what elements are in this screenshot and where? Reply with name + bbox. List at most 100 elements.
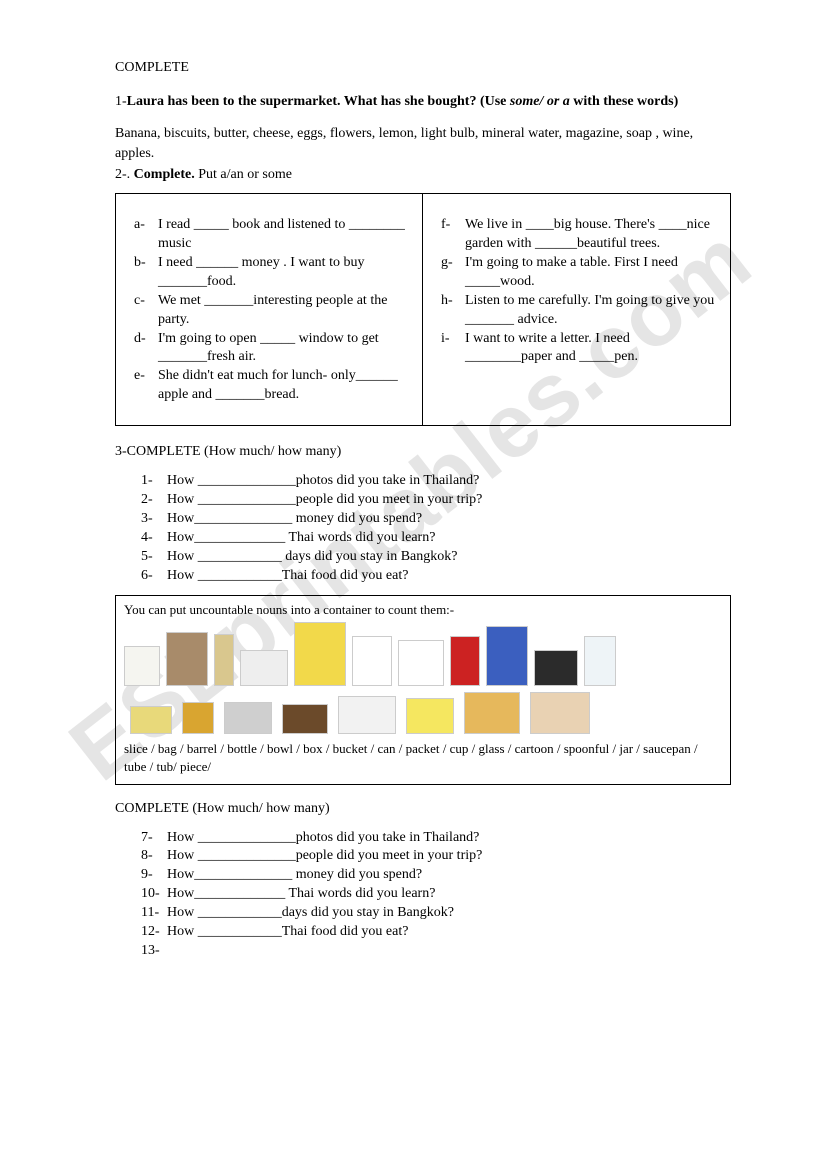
pipe-icon xyxy=(282,704,328,734)
item-marker: 7- xyxy=(141,829,167,848)
item-text: How ______________photos did you take in… xyxy=(167,472,731,491)
item-marker: 5- xyxy=(141,548,167,567)
item-text: How ______________photos did you take in… xyxy=(167,829,731,848)
item-text: I read _____ book and listened to ______… xyxy=(158,216,410,254)
item-text: Listen to me carefully. I'm going to giv… xyxy=(465,292,718,330)
item-marker: 3- xyxy=(141,510,167,529)
item-text: How ____________Thai food did you eat? xyxy=(167,923,731,942)
item-marker: f- xyxy=(435,216,465,254)
question-4-list: 7-How ______________photos did you take … xyxy=(115,829,731,961)
glass-icon xyxy=(584,636,616,686)
item-text: How ____________days did you stay in Ban… xyxy=(167,904,731,923)
icon-row-1 xyxy=(124,622,722,686)
list-item: 13- xyxy=(141,942,731,961)
icon-row-2 xyxy=(130,692,722,734)
money-bag-icon xyxy=(124,646,160,686)
milk-carton-icon xyxy=(486,626,528,686)
container-caption: You can put uncountable nouns into a con… xyxy=(124,602,722,618)
right-column: f-We live in ____big house. There's ____… xyxy=(423,194,730,425)
container-word-list: slice / bag / barrel / bottle / bowl / b… xyxy=(124,740,722,775)
item-text: How______________ money did you spend? xyxy=(167,866,731,885)
page-title: COMPLETE xyxy=(115,60,731,76)
list-item: 9-How______________ money did you spend? xyxy=(141,866,731,885)
saucepan-icon xyxy=(224,702,272,734)
question-1: 1-Laura has been to the supermarket. Wha… xyxy=(115,94,731,110)
list-item: 6-How ____________Thai food did you eat? xyxy=(141,567,731,586)
question-4-title: COMPLETE (How much/ how many) xyxy=(115,801,731,817)
list-item: 8-How ______________people did you meet … xyxy=(141,847,731,866)
list-item: 2-How ______________people did you meet … xyxy=(141,491,731,510)
item-marker: a- xyxy=(128,216,158,254)
left-column: a-I read _____ book and listened to ____… xyxy=(116,194,423,425)
item-marker: 4- xyxy=(141,529,167,548)
item-marker: 2- xyxy=(141,491,167,510)
item-marker: 8- xyxy=(141,847,167,866)
q1-prefix: 1- xyxy=(115,94,127,109)
list-item: h-Listen to me carefully. I'm going to g… xyxy=(435,292,718,330)
item-text xyxy=(167,942,731,961)
q1-bold-a: Laura has been to the supermarket. What … xyxy=(127,94,510,109)
item-marker: 10- xyxy=(141,885,167,904)
q2-rest: Put a/an or some xyxy=(195,167,292,182)
item-marker: 6- xyxy=(141,567,167,586)
honey-jar-icon xyxy=(182,702,214,734)
item-text: How______________ money did you spend? xyxy=(167,510,731,529)
item-text: She didn't eat much for lunch- only_____… xyxy=(158,367,410,405)
pizza-slice-icon xyxy=(464,692,520,734)
item-marker: 1- xyxy=(141,472,167,491)
q1-italic: some/ or a xyxy=(510,94,573,109)
cornflakes-box-icon xyxy=(294,622,346,686)
rooster-icon xyxy=(352,636,392,686)
list-item: 11-How ____________days did you stay in … xyxy=(141,904,731,923)
item-text: I need ______ money . I want to buy ____… xyxy=(158,254,410,292)
list-item: 4-How_____________ Thai words did you le… xyxy=(141,529,731,548)
water-bucket-icon xyxy=(398,640,444,686)
list-item: c-We met _______interesting people at th… xyxy=(128,292,410,330)
list-item: g-I'm going to make a table. First I nee… xyxy=(435,254,718,292)
item-text: We live in ____big house. There's ____ni… xyxy=(465,216,718,254)
item-text: We met _______interesting people at the … xyxy=(158,292,410,330)
exercise-box: a-I read _____ book and listened to ____… xyxy=(115,193,731,426)
item-text: How ____________ days did you stay in Ba… xyxy=(167,548,731,567)
coffee-cup-icon xyxy=(534,650,578,686)
list-item: 1-How ______________photos did you take … xyxy=(141,472,731,491)
item-text: I'm going to make a table. First I need … xyxy=(465,254,718,292)
list-item: 3-How______________ money did you spend? xyxy=(141,510,731,529)
barrel-icon xyxy=(166,632,208,686)
list-item: a-I read _____ book and listened to ____… xyxy=(128,216,410,254)
q2-prefix: 2-. xyxy=(115,167,134,182)
item-text: I'm going to open _____ window to get __… xyxy=(158,330,410,368)
item-text: How_____________ Thai words did you lear… xyxy=(167,885,731,904)
list-item: 7-How ______________photos did you take … xyxy=(141,829,731,848)
item-text: How ____________Thai food did you eat? xyxy=(167,567,731,586)
item-text: How ______________people did you meet in… xyxy=(167,847,731,866)
list-item: 12-How ____________Thai food did you eat… xyxy=(141,923,731,942)
coke-can-icon xyxy=(450,636,480,686)
question-2: 2-. Complete. Put a/an or some xyxy=(115,167,731,183)
item-text: How_____________ Thai words did you lear… xyxy=(167,529,731,548)
list-item: f-We live in ____big house. There's ____… xyxy=(435,216,718,254)
item-marker: e- xyxy=(128,367,158,405)
item-text: How ______________people did you meet in… xyxy=(167,491,731,510)
list-item: i- I want to write a letter. I need ____… xyxy=(435,330,718,368)
list-item: 5-How ____________ days did you stay in … xyxy=(141,548,731,567)
question-3-list: 1-How ______________photos did you take … xyxy=(115,472,731,585)
butter-icon xyxy=(130,706,172,734)
item-marker: c- xyxy=(128,292,158,330)
question-3-title: 3-COMPLETE (How much/ how many) xyxy=(115,444,731,460)
q2-bold: Complete. xyxy=(134,167,195,182)
item-marker: g- xyxy=(435,254,465,292)
list-item: d-I'm going to open _____ window to get … xyxy=(128,330,410,368)
item-marker: i- xyxy=(435,330,465,368)
item-marker: d- xyxy=(128,330,158,368)
container-box: You can put uncountable nouns into a con… xyxy=(115,595,731,784)
chicken-piece-icon xyxy=(530,692,590,734)
list-item: 10-How_____________ Thai words did you l… xyxy=(141,885,731,904)
item-marker: b- xyxy=(128,254,158,292)
list-item: e-She didn't eat much for lunch- only___… xyxy=(128,367,410,405)
item-text: I want to write a letter. I need _______… xyxy=(465,330,718,368)
bottle-icon xyxy=(214,634,234,686)
sugar-bag-icon xyxy=(338,696,396,734)
word-list: Banana, biscuits, butter, cheese, eggs, … xyxy=(115,124,731,163)
item-marker: 12- xyxy=(141,923,167,942)
